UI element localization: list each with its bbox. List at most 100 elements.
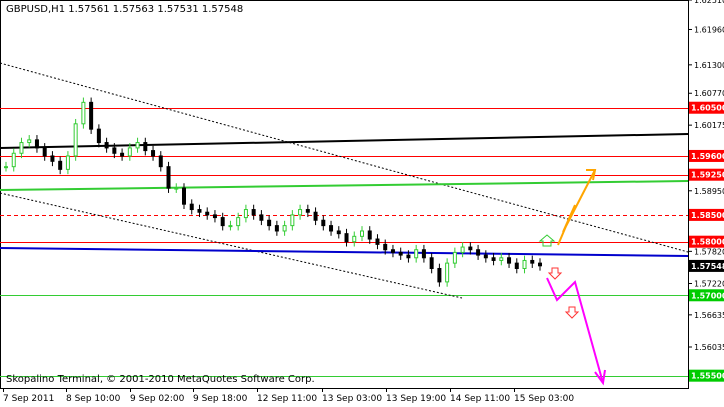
candle-body-52 [406, 254, 411, 259]
candle-body-69 [538, 262, 542, 267]
x-tick-label-2: 9 Sep 02:00 [130, 394, 185, 404]
candle-body-66 [514, 262, 519, 269]
price-label-bg-2 [689, 168, 724, 181]
ohlc-label: 1.57561 1.57563 1.57531 1.57548 [68, 4, 244, 15]
candle-body-17 [135, 142, 140, 149]
lower-channel-line [0, 192, 463, 299]
candle-body-65 [507, 257, 512, 264]
symbol-label: GBPUSD,H1 [6, 4, 66, 15]
candle-body-6 [50, 155, 55, 162]
candle-body-53 [414, 249, 419, 259]
candle-body-22 [174, 187, 179, 190]
candle-body-40 [313, 211, 318, 221]
candle-body-64 [499, 257, 504, 261]
price-label-1: 1.59600 [691, 152, 724, 161]
candle-body-21 [166, 166, 171, 189]
candle-body-54 [421, 249, 426, 259]
candle-body-42 [329, 225, 334, 232]
candle-body-14 [112, 147, 117, 154]
candle-body-13 [104, 142, 109, 149]
candle-body-32 [251, 209, 256, 216]
candle-body-44 [344, 233, 349, 243]
candle-body-37 [290, 214, 295, 227]
candle-body-36 [282, 225, 287, 232]
chart-header: GBPUSD,H1 1.57561 1.57563 1.57531 1.5754… [6, 4, 243, 15]
candle-body-60 [468, 246, 473, 251]
y-tick-label-1: 1.61960 [694, 25, 724, 34]
candle-body-7 [58, 160, 63, 170]
price-label-bg-4 [689, 235, 724, 248]
x-tick-label-3: 9 Sep 18:00 [193, 394, 248, 404]
candle-body-33 [259, 214, 264, 221]
candle-body-25 [197, 209, 202, 213]
x-tick-label-0: 7 Sep 2011 [3, 394, 54, 404]
y-tick-label-7: 1.57820 [694, 247, 724, 256]
small-up-arrow [538, 234, 556, 247]
candle-body-19 [151, 150, 156, 157]
forecast-up-arrow [557, 169, 596, 246]
price-label-0: 1.60500 [691, 104, 724, 113]
price-label-bg-5 [689, 259, 724, 272]
forecast-up-arrowhead [586, 169, 597, 181]
y-tick-label-0: 1.62510 [694, 0, 724, 5]
x-tick-label-5: 13 Sep 03:00 [322, 394, 382, 404]
candle-body-48 [375, 238, 380, 245]
candle-body-50 [390, 249, 395, 253]
x-tick-label-7: 14 Sep 11:00 [450, 394, 510, 404]
small-down-arrow-1 [547, 267, 563, 280]
candle-body-43 [336, 230, 341, 235]
candle-body-34 [267, 219, 272, 227]
candle-body-0 [4, 166, 8, 169]
candle-body-39 [305, 209, 310, 213]
candle-body-68 [530, 259, 535, 264]
candle-body-57 [445, 262, 450, 283]
y-tick-label-8: 1.57220 [694, 279, 724, 288]
candle-body-3 [27, 139, 32, 144]
candle-body-55 [429, 257, 434, 269]
y-tick-label-9: 1.56635 [694, 311, 724, 320]
candle-body-51 [398, 251, 403, 256]
plot-frame [0, 0, 689, 389]
candle-body-10 [81, 101, 86, 125]
price-label-3: 1.58500 [691, 211, 724, 220]
candle-body-58 [452, 251, 457, 264]
candle-body-5 [42, 147, 47, 157]
price-label-5: 1.57548 [691, 262, 724, 271]
candle-body-47 [367, 230, 372, 240]
candle-body-46 [360, 230, 364, 237]
upper-channel-line [0, 62, 689, 253]
blue-trend-line [0, 247, 689, 257]
x-tick-label-4: 12 Sep 11:00 [257, 394, 317, 404]
candle-body-61 [476, 249, 481, 256]
candle-body-29 [228, 225, 233, 228]
candle-body-41 [321, 219, 326, 227]
candle-body-49 [383, 243, 388, 251]
copyright-text: Skopalino Terminal, © 2001-2010 MetaQuot… [6, 374, 315, 385]
candle-body-1 [11, 152, 16, 168]
forecast-down-arrow [546, 277, 604, 384]
candle-body-38 [298, 209, 303, 216]
price-label-4: 1.58000 [691, 238, 724, 247]
y-tick-label-10: 1.56035 [694, 343, 724, 352]
candle-body-23 [182, 187, 186, 205]
candle-body-59 [460, 246, 465, 253]
candle-body-15 [120, 152, 125, 157]
candle-body-28 [220, 217, 225, 227]
green-trend-line [0, 180, 689, 191]
candle-body-9 [73, 123, 78, 157]
candle-body-63 [491, 257, 496, 261]
price-label-bg-7 [689, 369, 724, 382]
price-label-bg-1 [689, 149, 724, 162]
small-down-arrow-2 [564, 306, 580, 319]
y-tick-label-4: 1.60175 [694, 121, 724, 130]
x-tick-label-1: 8 Sep 10:00 [66, 394, 121, 404]
candle-body-45 [352, 235, 357, 243]
candle-body-26 [205, 211, 210, 216]
price-label-bg-0 [689, 101, 724, 114]
y-tick-label-2: 1.61300 [694, 61, 724, 70]
candle-body-12 [96, 128, 101, 144]
candle-body-67 [522, 259, 527, 269]
price-label-2: 1.59250 [691, 171, 724, 180]
